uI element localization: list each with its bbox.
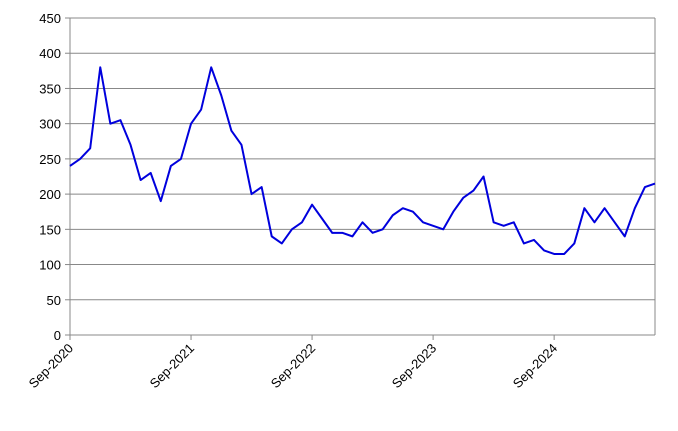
y-tick-label: 50	[47, 293, 61, 308]
x-tick-label: Sep-2024	[510, 341, 560, 391]
line-series	[69, 66, 656, 255]
y-tick-label: 150	[39, 222, 61, 237]
x-tick-label: Sep-2022	[268, 341, 318, 391]
x-tick-label: Sep-2023	[389, 341, 439, 391]
y-tick-label: 100	[39, 258, 61, 273]
y-tick-label: 350	[39, 81, 61, 96]
y-tick-label: 300	[39, 117, 61, 132]
y-tick-label: 0	[54, 328, 61, 343]
y-tick-label: 400	[39, 46, 61, 61]
y-tick-label: 250	[39, 152, 61, 167]
y-tick-label: 450	[39, 11, 61, 26]
x-tick-label: Sep-2021	[147, 341, 197, 391]
y-tick-label: 200	[39, 187, 61, 202]
x-tick-label: Sep-2020	[26, 341, 76, 391]
